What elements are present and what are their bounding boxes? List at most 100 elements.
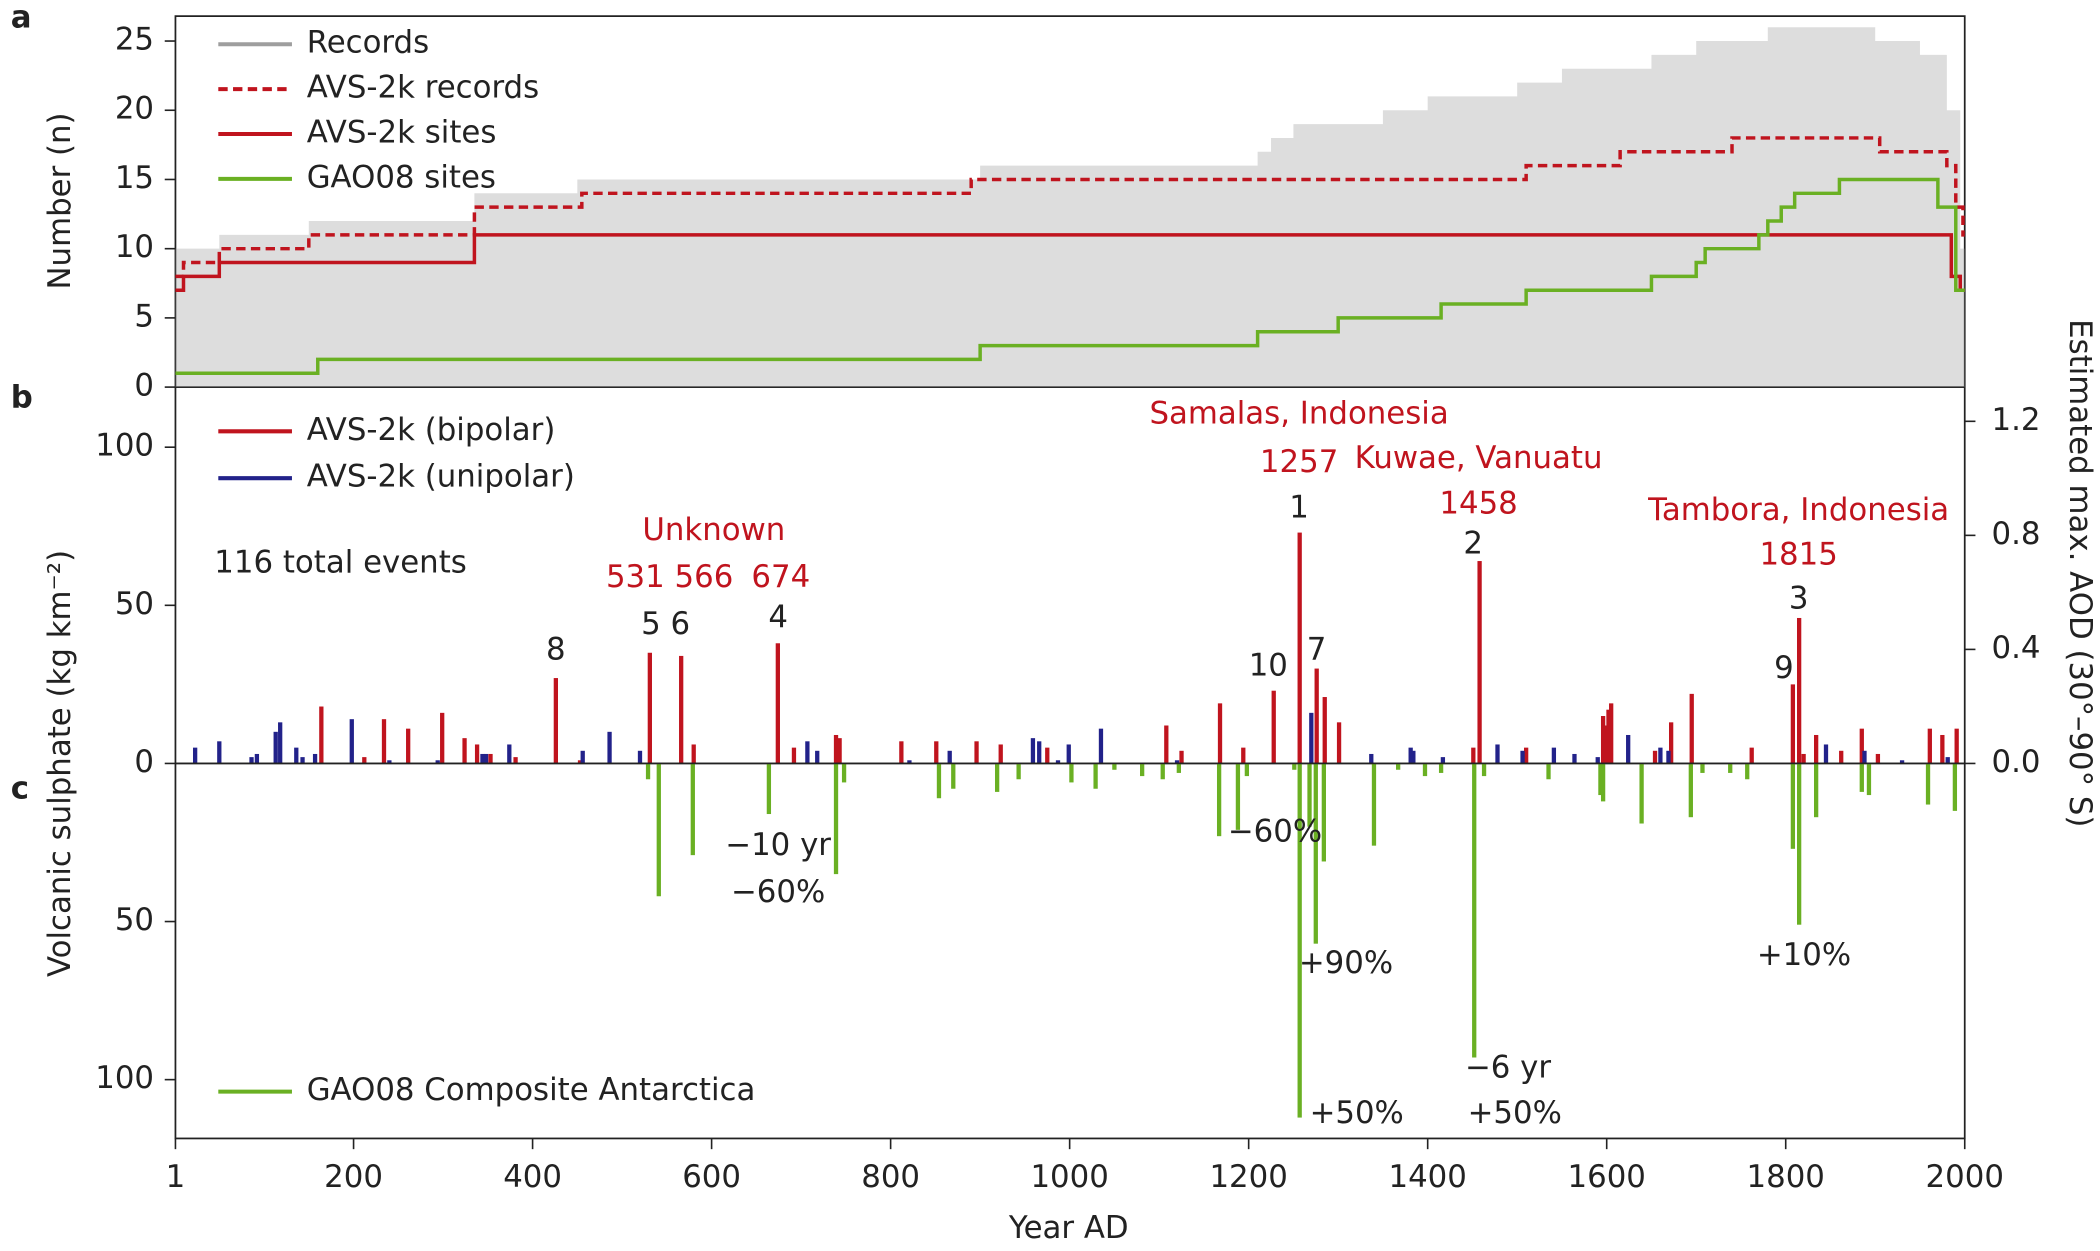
bar <box>899 741 904 764</box>
bar <box>217 741 222 764</box>
bar <box>1069 763 1074 783</box>
bar <box>1728 763 1733 773</box>
bar <box>1055 760 1061 764</box>
bar <box>1422 763 1428 777</box>
bar <box>1546 763 1551 780</box>
y-tick-label: 50 <box>115 586 154 622</box>
bar <box>1796 763 1802 925</box>
annotation: Kuwae, Vanuatu <box>1355 440 1603 476</box>
y-tick-label: 15 <box>115 160 154 196</box>
bar <box>1927 728 1932 764</box>
y-tick-label: 5 <box>134 298 154 334</box>
bar <box>1369 753 1374 764</box>
bar <box>1790 763 1796 849</box>
bar <box>254 753 260 764</box>
bar <box>1668 722 1674 764</box>
bar <box>1823 744 1829 764</box>
x-axis-label: Year AD <box>1008 1210 1129 1246</box>
bar <box>1790 684 1796 764</box>
bar <box>833 734 839 764</box>
annotation: Tambora, Indonesia <box>1647 492 1949 528</box>
bar <box>1321 763 1326 862</box>
x-tick-label: 1200 <box>1209 1159 1287 1195</box>
bar <box>192 747 198 764</box>
y-tick-label: 50 <box>115 902 154 938</box>
bar <box>1371 763 1377 846</box>
bar <box>1307 763 1312 827</box>
bar <box>1600 716 1606 764</box>
annotation: 3 <box>1789 581 1809 617</box>
bar <box>300 757 305 764</box>
bar <box>1217 703 1223 764</box>
bar <box>577 760 583 764</box>
bar <box>934 741 939 764</box>
annotation: 1815 <box>1759 536 1837 572</box>
y-tick-label: 0 <box>134 744 154 780</box>
bar <box>1859 763 1864 792</box>
legend-label: AVS-2k records <box>307 70 539 106</box>
y-tick-label: 20 <box>115 91 154 127</box>
annotation: 1 <box>1289 489 1309 525</box>
bar <box>1603 725 1608 764</box>
bar <box>1954 728 1959 764</box>
annotation: 8 <box>546 631 566 667</box>
annotation: −10 yr <box>725 827 831 863</box>
bar <box>656 763 661 897</box>
bar <box>1045 747 1050 764</box>
annotation: 7 <box>1307 631 1327 667</box>
bar <box>1639 763 1644 824</box>
bar <box>1572 753 1577 764</box>
y-tick-label: 100 <box>95 428 154 464</box>
bar <box>249 757 254 764</box>
bar <box>1472 763 1477 1058</box>
bar <box>381 719 387 764</box>
bar <box>1814 763 1819 818</box>
y-axis-label: Volcanic sulphate (kg km⁻²) <box>42 550 78 977</box>
annotation: 9 <box>1774 650 1794 686</box>
x-tick-label: 400 <box>503 1159 562 1195</box>
y2-axis-label: Estimated max. AOD (30°–90° S) <box>2062 319 2098 827</box>
bar <box>815 750 820 764</box>
bar <box>1112 763 1117 770</box>
bar <box>435 760 440 764</box>
bar <box>1093 763 1098 789</box>
bar <box>1037 741 1042 764</box>
bar <box>278 722 283 764</box>
bar <box>637 750 643 764</box>
bar <box>1179 750 1184 764</box>
bar <box>645 763 651 780</box>
bar <box>1875 753 1881 764</box>
x-tick-label: 1800 <box>1747 1159 1825 1195</box>
x-tick-label: 1400 <box>1388 1159 1466 1195</box>
bar <box>1395 763 1401 770</box>
bar <box>1658 747 1663 764</box>
bar <box>1801 753 1806 764</box>
annotation: 1458 <box>1439 485 1517 521</box>
bar <box>679 655 684 764</box>
annotation: +50% <box>1468 1095 1562 1131</box>
bar <box>841 763 847 783</box>
bar <box>907 760 912 764</box>
y-tick-label: 0 <box>134 368 154 404</box>
bar <box>1940 734 1945 764</box>
annotation: Samalas, Indonesia <box>1149 396 1448 432</box>
bar <box>362 757 367 764</box>
bar <box>406 728 411 764</box>
records-area <box>175 27 1965 388</box>
x-tick-label: 1000 <box>1030 1159 1108 1195</box>
bar <box>483 753 489 764</box>
bar <box>1600 763 1606 802</box>
bar <box>994 763 1000 792</box>
bar <box>387 760 392 764</box>
y-axis-label: Number (n) <box>42 112 78 289</box>
bar <box>1899 760 1905 764</box>
bar <box>607 731 612 764</box>
y-tick-label: 10 <box>115 229 154 265</box>
bar <box>1336 722 1342 764</box>
bar <box>1297 532 1302 764</box>
legend-label: Records <box>307 25 429 61</box>
bar <box>1595 757 1600 764</box>
bar <box>349 719 354 764</box>
y2-tick-label: 1.2 <box>1992 402 2041 438</box>
